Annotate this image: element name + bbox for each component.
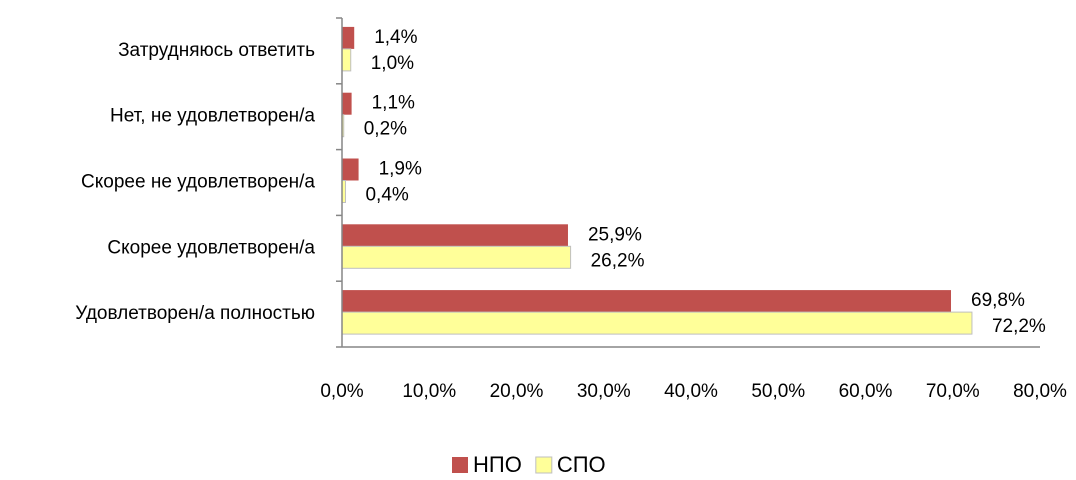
- x-tick-label: 10,0%: [402, 381, 456, 402]
- bar: [342, 158, 359, 181]
- x-tick-label: 40,0%: [664, 381, 718, 402]
- data-label: 26,2%: [591, 250, 645, 271]
- bar: [342, 290, 952, 313]
- bar: [341, 311, 973, 335]
- bar: [342, 224, 568, 247]
- data-label: 0,2%: [364, 119, 407, 140]
- data-label: 1,9%: [379, 159, 422, 180]
- legend-swatch: [452, 457, 468, 473]
- x-tick-label: 80,0%: [1013, 381, 1067, 402]
- x-tick-label: 70,0%: [926, 381, 980, 402]
- legend-label: НПО: [473, 452, 522, 477]
- bar: [342, 92, 352, 115]
- x-tick-label: 60,0%: [839, 381, 893, 402]
- data-label: 1,1%: [372, 93, 415, 114]
- x-tick-label: 0,0%: [320, 381, 363, 402]
- y-tick-label: Скорее удовлетворен/а: [107, 237, 315, 258]
- data-label: 69,8%: [971, 290, 1025, 311]
- x-tick-label: 50,0%: [751, 381, 805, 402]
- y-tick-label: Скорее не удовлетворен/а: [81, 172, 315, 193]
- data-label: 1,0%: [371, 53, 414, 74]
- bar: [341, 48, 352, 72]
- data-label: 25,9%: [588, 224, 642, 245]
- bar: [342, 26, 355, 49]
- y-tick-label: Затрудняюсь ответить: [118, 40, 315, 61]
- bar: [341, 245, 572, 269]
- legend-swatch: [535, 456, 553, 474]
- data-label: 72,2%: [992, 316, 1046, 337]
- y-tick-label: Нет, не удовлетворен/а: [110, 106, 315, 127]
- x-tick-label: 30,0%: [577, 381, 631, 402]
- legend-label: СПО: [557, 452, 606, 477]
- y-tick-label: Удовлетворен/а полностью: [75, 303, 315, 324]
- data-label: 0,4%: [365, 185, 408, 206]
- data-label: 1,4%: [374, 27, 417, 48]
- x-tick-label: 20,0%: [490, 381, 544, 402]
